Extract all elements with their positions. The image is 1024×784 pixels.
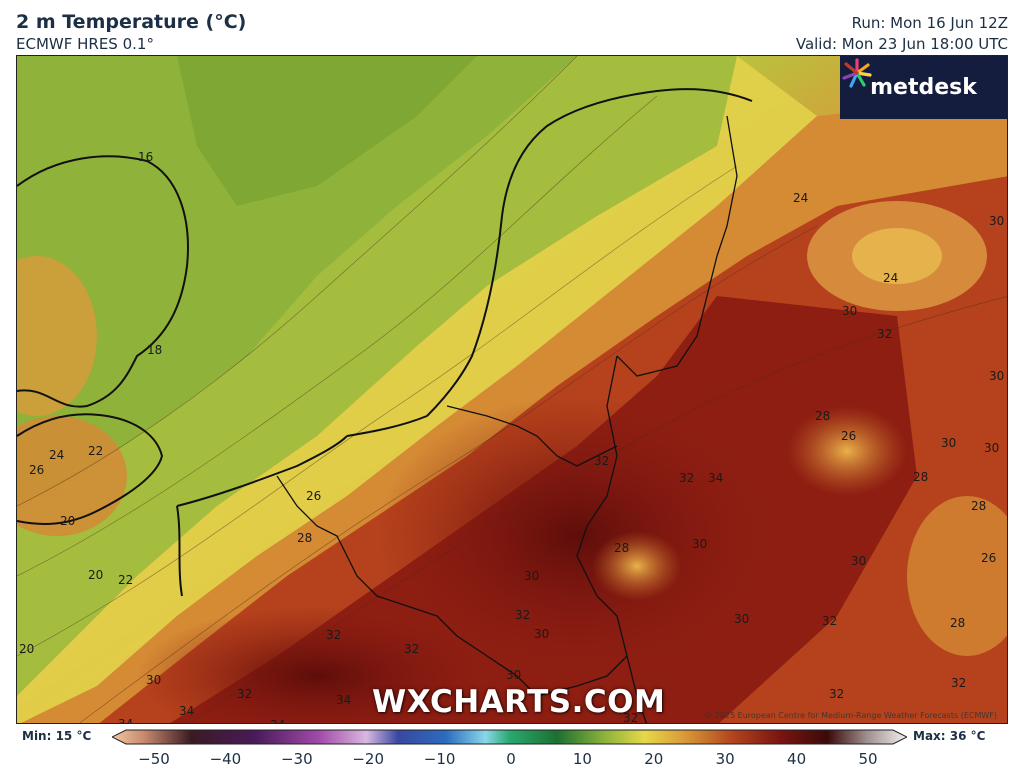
max-temperature: Max: 36 °C — [913, 729, 986, 743]
wxcharts-watermark: WXCHARTS.COM — [372, 684, 666, 720]
colorbar-tick-label: −40 — [209, 750, 242, 768]
map-canvas — [17, 56, 1007, 723]
isotherm-label: 30 — [734, 612, 750, 626]
isotherm-label: 28 — [297, 531, 313, 545]
colorbar-tick-label: −20 — [352, 750, 385, 768]
isotherm-label: 32 — [594, 454, 610, 468]
colorbar — [112, 729, 907, 745]
colorbar-tick-label: −50 — [138, 750, 170, 768]
isotherm-label: 34 — [270, 718, 285, 723]
isotherm-label: 26 — [306, 489, 322, 503]
colorbar-tick-label: 30 — [715, 750, 735, 768]
isotherm-label: 26 — [29, 463, 45, 477]
isotherm-label: 22 — [118, 573, 134, 587]
isotherm-label: 32 — [623, 711, 639, 724]
isotherm-label: 24 — [793, 191, 809, 205]
isotherm-label: 30 — [146, 673, 162, 687]
valid-time: Valid: Mon 23 Jun 18:00 UTC — [795, 35, 1008, 53]
isotherm-label: 34 — [179, 704, 195, 718]
colorbar-tick-label: 40 — [787, 750, 807, 768]
logo-text: metdesk — [870, 75, 977, 100]
colorbar-tick-label: −30 — [280, 750, 313, 768]
isotherm-label: 18 — [147, 343, 163, 357]
isotherm-label: 34 — [336, 693, 352, 707]
min-temperature: Min: 15 °C — [22, 729, 92, 743]
isotherm-label: 28 — [971, 499, 987, 513]
isotherm-label: 30 — [842, 304, 858, 318]
isotherm-label: 30 — [692, 537, 708, 551]
copyright-notice: © 2025 European Centre for Medium-Range … — [704, 711, 997, 720]
isotherm-label: 24 — [883, 271, 899, 285]
chart-title: 2 m Temperature (°C) — [16, 11, 247, 33]
isotherm-label: 30 — [984, 441, 1000, 455]
colorbar-tick-label: 10 — [572, 750, 592, 768]
isotherm-label: 30 — [524, 569, 540, 583]
isotherm-label: 32 — [515, 608, 531, 622]
isotherm-label: 32 — [822, 614, 838, 628]
isotherm-label: 22 — [88, 444, 104, 458]
isotherm-label: 32 — [326, 628, 342, 642]
colorbar-tick-label: −10 — [423, 750, 456, 768]
isotherm-label: 26 — [841, 429, 857, 443]
isotherm-label: 32 — [951, 676, 967, 690]
isotherm-label: 30 — [506, 668, 522, 682]
isotherm-label: 24 — [49, 448, 65, 462]
isotherm-label: 28 — [913, 470, 929, 484]
isotherm-label: 20 — [60, 514, 76, 528]
isotherm-label: 20 — [19, 642, 35, 656]
isotherm-label: 34 — [118, 717, 134, 724]
isotherm-label: 28 — [614, 541, 630, 555]
isotherm-label: 20 — [88, 568, 104, 582]
isotherm-label: 32 — [877, 327, 893, 341]
metdesk-logo-icon — [842, 58, 872, 88]
isotherm-label: 32 — [404, 642, 420, 656]
isotherm-label: 32 — [829, 687, 845, 701]
colorbar-tick-label: 50 — [858, 750, 878, 768]
isotherm-label: 32 — [237, 687, 253, 701]
metdesk-logo: metdesk — [840, 56, 1007, 119]
isotherm-label: 28 — [950, 616, 966, 630]
colorbar-tick-label: 0 — [506, 750, 516, 768]
isotherm-label: 32 — [679, 471, 695, 485]
isotherm-label: 30 — [534, 627, 550, 641]
isotherm-label: 28 — [815, 409, 831, 423]
isotherm-label: 16 — [138, 150, 154, 164]
isotherm-label: 30 — [989, 369, 1005, 383]
temperature-map: metdesk 16 18 22 24 26 20 20 22 20 26 28… — [16, 55, 1008, 724]
isotherm-label: 30 — [941, 436, 957, 450]
isotherm-label: 34 — [708, 471, 724, 485]
colorbar-tick-label: 20 — [644, 750, 664, 768]
model-label: ECMWF HRES 0.1° — [16, 35, 154, 53]
isotherm-label: 26 — [981, 551, 997, 565]
isotherm-label: 30 — [989, 214, 1005, 228]
isotherm-label: 30 — [851, 554, 867, 568]
run-time: Run: Mon 16 Jun 12Z — [851, 14, 1008, 32]
